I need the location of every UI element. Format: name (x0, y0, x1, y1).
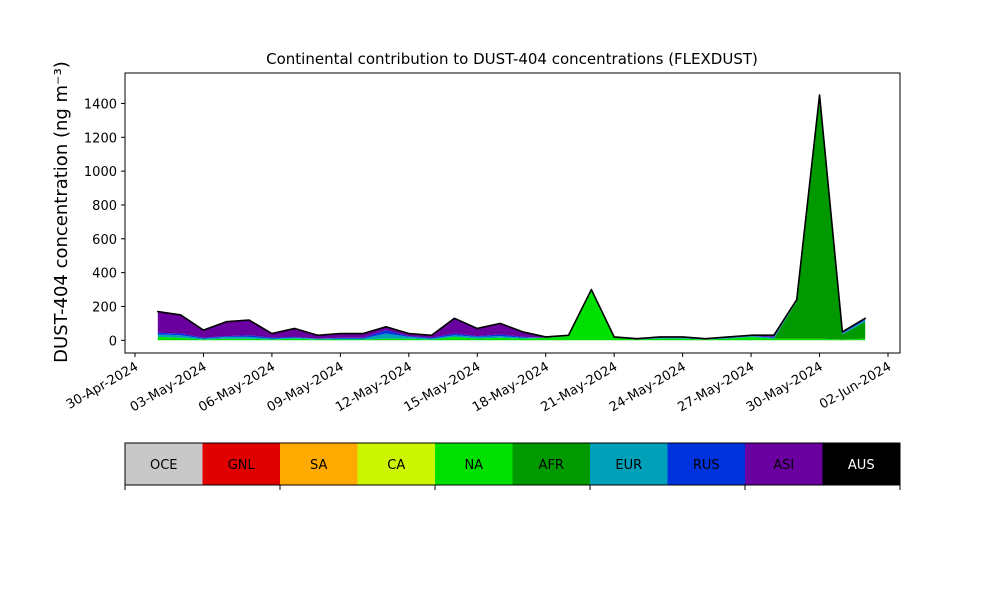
y-tick-label: 1400 (84, 97, 117, 112)
legend-label: GNL (228, 458, 256, 473)
y-tick-label: 600 (92, 233, 117, 248)
y-tick-label: 0 (109, 334, 117, 349)
x-tick-label: 24-May-2024 (607, 359, 689, 415)
x-tick-label: 27-May-2024 (675, 359, 757, 415)
area (157, 98, 866, 340)
area (157, 94, 866, 340)
x-tick-label: 09-May-2024 (265, 359, 347, 415)
plot-frame (124, 72, 901, 354)
legend-swatch (202, 443, 280, 485)
chart-title: Continental contribution to DUST-404 con… (266, 50, 758, 68)
y-tick-label: 1000 (84, 165, 117, 180)
legend-label: CA (387, 458, 405, 473)
x-tick-label: 30-May-2024 (744, 359, 826, 415)
y-tick-label: 1200 (84, 131, 117, 146)
x-tick-label: 03-May-2024 (128, 359, 210, 415)
x-tick-label: 18-May-2024 (470, 359, 552, 415)
legend-label: ASI (773, 458, 794, 473)
legend-swatch (822, 443, 900, 485)
x-tick-label: 15-May-2024 (402, 359, 484, 415)
legend-frame (124, 442, 901, 486)
legend-swatch (125, 443, 203, 485)
legend-label: AUS (848, 458, 875, 473)
area (157, 94, 866, 340)
legend-label: SA (310, 458, 327, 473)
y-tick-label: 400 (92, 267, 117, 282)
legend-swatch (667, 443, 745, 485)
legend-label: RUS (693, 458, 720, 473)
legend-swatch (745, 443, 823, 485)
legend-label: NA (464, 458, 483, 473)
legend-label: EUR (615, 458, 642, 473)
x-tick-label: 02-Jun-2024 (817, 359, 894, 412)
legend-label: AFR (539, 458, 564, 473)
x-tick-label: 21-May-2024 (539, 359, 621, 415)
y-axis-label: DUST-404 concentration (ng m⁻³) (51, 61, 72, 363)
legend-swatch (357, 443, 435, 485)
area (157, 95, 866, 340)
legend-swatch (590, 443, 668, 485)
y-tick-label: 800 (92, 199, 117, 214)
legend-swatch (435, 443, 513, 485)
x-tick-label: 06-May-2024 (196, 359, 278, 415)
x-tick-label: 12-May-2024 (333, 359, 415, 415)
legend-swatch (280, 443, 358, 485)
legend-label: OCE (150, 458, 178, 473)
area (157, 96, 866, 340)
y-tick-label: 200 (92, 300, 117, 315)
legend-swatch (512, 443, 590, 485)
